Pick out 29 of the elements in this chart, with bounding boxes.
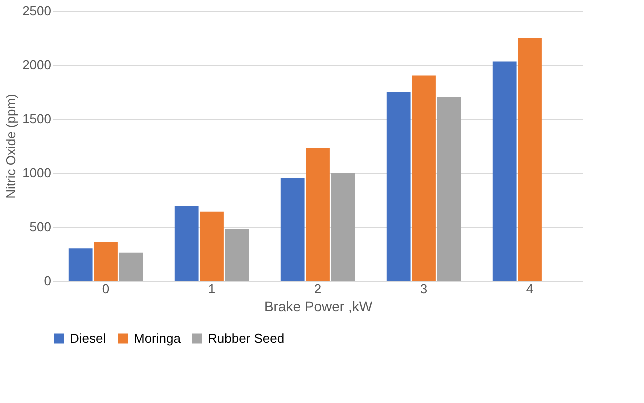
bar	[68, 248, 93, 281]
y-tick-label: 1000	[22, 166, 52, 180]
x-tick-label: 2	[314, 282, 322, 296]
bar	[225, 229, 250, 281]
y-axis-title: Nitric Oxide (ppm)	[4, 94, 19, 199]
bar	[119, 252, 144, 281]
bar	[386, 92, 411, 281]
bar	[492, 62, 517, 281]
y-tick-label: 2000	[22, 58, 52, 72]
bar	[331, 173, 356, 281]
x-tick-label: 1	[208, 282, 216, 296]
x-tick-label: 0	[102, 282, 110, 296]
bar	[200, 212, 224, 281]
bar	[94, 242, 118, 281]
bar	[174, 206, 199, 281]
y-tick-label: 500	[30, 220, 52, 234]
bar	[280, 178, 305, 281]
y-tick-label: 2500	[22, 4, 52, 18]
bar	[412, 76, 436, 281]
x-tick-label: 4	[526, 282, 534, 296]
x-tick-label: 3	[420, 282, 428, 296]
bar	[437, 97, 462, 281]
y-tick-label: 1500	[22, 112, 52, 126]
bar	[306, 148, 330, 281]
legend-label: Rubber Seed	[208, 330, 285, 346]
x-axis-title: Brake Power ,kW	[264, 298, 374, 314]
bar	[518, 38, 542, 281]
legend-label: Moringa	[134, 330, 182, 346]
legend-label: Diesel	[70, 330, 106, 346]
